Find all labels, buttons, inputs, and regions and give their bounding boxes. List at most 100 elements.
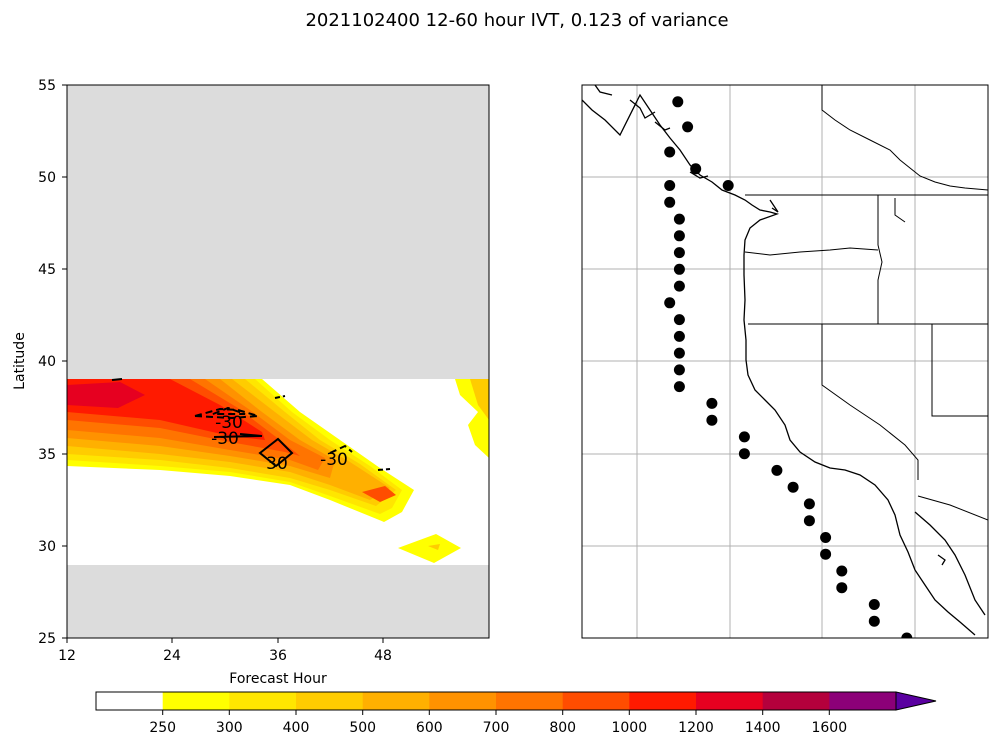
contour-label-2: -30 (211, 429, 239, 449)
station-marker (673, 213, 685, 225)
figure-title: 2021102400 12-60 hour IVT, 0.123 of vari… (305, 10, 728, 31)
colorbar-segment (96, 692, 164, 710)
colorbar-tick-label: 1600 (811, 720, 847, 736)
station-marker (820, 532, 832, 543)
station-marker (673, 314, 685, 326)
x-tick-label: 24 (163, 648, 181, 664)
station-marker (868, 615, 880, 627)
station-markers (664, 96, 913, 660)
station-marker (673, 364, 685, 376)
colorbar-segment (829, 692, 897, 710)
station-marker (836, 582, 848, 594)
colorbar-segment (562, 692, 630, 710)
map-axes-frame (581, 84, 989, 639)
contour-label-3: 30 (266, 454, 288, 474)
y-axis-label: Latitude (12, 332, 28, 390)
x-axis-label: Forecast Hour (229, 671, 327, 687)
ivt-filled-contours (67, 379, 489, 563)
contour-line-pos (258, 437, 294, 468)
colorbar-tick-label: 400 (283, 720, 310, 736)
missing-data-north (67, 85, 489, 379)
station-marker (682, 121, 694, 133)
map-borders (744, 85, 988, 521)
station-marker (664, 146, 676, 158)
station-marker (803, 515, 815, 527)
station-marker (673, 247, 685, 259)
station-marker (690, 163, 702, 175)
colorbar-tick-label: 250 (149, 720, 176, 736)
station-marker (787, 481, 799, 493)
station-marker (664, 297, 676, 309)
colorbar-segment (629, 692, 697, 710)
missing-data-south (67, 565, 489, 638)
ivt-contour-south-blob (398, 534, 461, 563)
station-marker (738, 448, 750, 460)
ivt-contour-1200 (67, 382, 145, 408)
colorbar-segment (162, 692, 230, 710)
colorbar-extend-arrow (895, 691, 937, 711)
x-tick-label: 36 (269, 648, 287, 664)
colorbar-tick-label: 800 (549, 720, 576, 736)
contour-label-4: -30 (320, 450, 348, 470)
station-marker (664, 180, 676, 191)
station-marker (673, 347, 685, 359)
colorbar-segment (496, 692, 564, 710)
contour-line-neg-3 (213, 433, 263, 438)
contour-line-neg-2 (212, 406, 246, 415)
map-gridlines (582, 85, 988, 638)
station-marker (771, 464, 783, 476)
station-marker (673, 381, 685, 393)
x-tick-label: 12 (58, 648, 76, 664)
ivt-contour-red-spot (362, 486, 396, 502)
colorbar-tick-label: 500 (349, 720, 376, 736)
station-marker (673, 280, 685, 292)
station-marker (901, 649, 912, 660)
colorbar: 250 300 400 500 600 700 800 1000 1200 1400 1600 (95, 691, 937, 736)
map-coastline (582, 85, 986, 636)
colorbar-segment (362, 692, 430, 710)
station-marker (901, 632, 913, 638)
y-tick-label: 30 (38, 539, 56, 555)
variance-line-contours (111, 378, 391, 471)
station-marker (706, 414, 718, 426)
station-marker (664, 196, 676, 208)
station-marker (722, 180, 734, 191)
y-tick-label: 40 (38, 354, 56, 370)
station-marker (820, 548, 832, 560)
colorbar-tick-label: 1400 (745, 720, 781, 736)
station-map-panel (581, 84, 989, 660)
station-marker (706, 397, 718, 409)
x-tick-label: 48 (374, 648, 392, 664)
station-marker (738, 431, 750, 443)
colorbar-tick-label: 1200 (678, 720, 714, 736)
ivt-contour-south-blob-core (428, 544, 440, 550)
colorbar-tick-label: 700 (483, 720, 510, 736)
station-marker (868, 599, 880, 610)
contour-line-neg-4 (329, 444, 353, 454)
station-marker (673, 230, 685, 242)
contour-line-neg-6 (377, 468, 391, 471)
colorbar-segment (429, 692, 497, 710)
contour-line-neg-5 (274, 395, 286, 399)
ivt-forecast-panel: -30 -30 30 -30 25 30 35 40 45 50 55 12 2… (12, 78, 490, 687)
station-marker (673, 330, 685, 342)
y-tick-label: 50 (38, 170, 56, 186)
colorbar-tick-label: 600 (416, 720, 443, 736)
contour-label-1: -30 (215, 413, 243, 433)
y-tick-label: 55 (38, 78, 56, 94)
ivt-contour-east-edge-core (470, 379, 489, 420)
colorbar-segment (229, 692, 297, 710)
colorbar-tick-label: 1000 (611, 720, 647, 736)
left-x-axis: 12 24 36 48 (58, 638, 392, 664)
y-tick-label: 35 (38, 447, 56, 463)
colorbar-segment (762, 692, 830, 710)
station-marker (836, 565, 848, 577)
y-tick-label: 45 (38, 262, 56, 278)
contour-line-neg-7 (111, 378, 123, 381)
colorbar-segment (696, 692, 764, 710)
station-marker (672, 96, 684, 108)
colorbar-tick-label: 300 (216, 720, 243, 736)
colorbar-segment (296, 692, 364, 710)
station-marker (673, 263, 685, 275)
